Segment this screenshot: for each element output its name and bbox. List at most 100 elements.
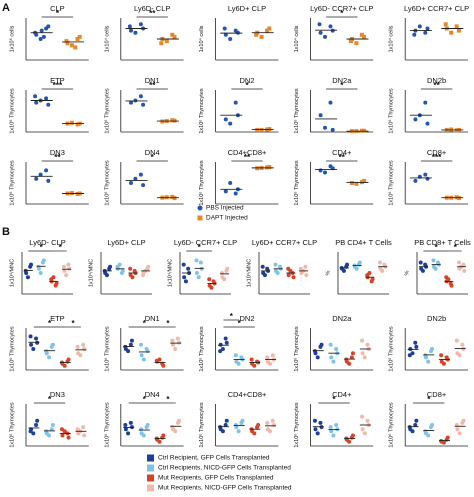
data-point [46, 178, 51, 183]
data-point [70, 43, 75, 48]
chart-title: ETP [50, 76, 65, 85]
data-point [220, 429, 225, 434]
data-point [194, 258, 199, 263]
chart-title: CD4+ [332, 390, 352, 399]
data-point [126, 431, 131, 436]
data-point [236, 429, 241, 434]
data-point [454, 338, 459, 343]
significance-label: ** [54, 153, 61, 162]
y-axis-label: 1x10⁶ Thymocytes [103, 88, 110, 134]
data-point [455, 427, 460, 432]
data-point [417, 24, 422, 29]
data-point [413, 178, 418, 183]
panel-label: B [2, 226, 10, 238]
data-point [334, 423, 339, 427]
data-point [457, 353, 462, 358]
chart-title: Ly6D+ CCR7+ CLP [252, 238, 317, 247]
data-point [259, 34, 264, 39]
y-axis-label: 1x10⁶ Thymocytes [103, 326, 110, 372]
data-point [170, 32, 175, 37]
significance-label: * [340, 9, 344, 18]
data-point [233, 191, 238, 196]
significance-label: * [166, 319, 170, 328]
chart-title: DN4 [145, 148, 160, 157]
data-point [78, 353, 83, 358]
data-point [44, 168, 49, 173]
data-point [407, 353, 412, 358]
data-point [104, 273, 109, 278]
data-point [41, 258, 46, 263]
y-axis-label: 1x10⁶ cells [8, 25, 15, 52]
data-point [268, 361, 273, 366]
significance-label: *** [53, 81, 63, 90]
chart-title: Ly6D- CLP [29, 238, 65, 247]
data-point [354, 41, 359, 46]
data-point [38, 271, 43, 275]
y-axis-label: 1x10⁶ Thymocytes [198, 326, 205, 372]
chart-title: DN4 [145, 390, 160, 399]
data-point [82, 347, 87, 351]
data-point [426, 359, 431, 364]
data-point [362, 34, 367, 39]
significance-label: * [166, 395, 170, 404]
data-point [128, 342, 133, 347]
data-point [77, 34, 82, 39]
y-axis-label: 1x10⁶ Thymocytes [388, 326, 395, 372]
data-point [275, 271, 280, 275]
data-point [34, 336, 39, 341]
legend-marker [197, 215, 203, 221]
data-point [315, 355, 320, 360]
significance-label: * [245, 81, 249, 90]
data-point [39, 28, 44, 33]
chart-title: DN3 [50, 148, 65, 157]
data-point [75, 344, 80, 349]
data-point [138, 94, 143, 99]
data-point [254, 32, 259, 37]
data-point [46, 24, 51, 29]
data-point [328, 425, 333, 430]
data-point [456, 28, 461, 33]
data-point [183, 279, 188, 284]
data-point [61, 264, 66, 269]
data-point [222, 277, 227, 282]
legend-marker [147, 474, 154, 482]
data-point [249, 357, 254, 362]
chart-title: Ly6D- CCR7+ CLP [174, 238, 237, 247]
data-point [209, 285, 214, 290]
data-point [33, 94, 38, 99]
data-point [315, 431, 320, 436]
chart-title: Ly6D- CLP [134, 4, 170, 13]
data-point [182, 275, 187, 280]
data-point [82, 433, 87, 438]
significance-label: ** [149, 9, 156, 18]
significance-label: * [340, 81, 344, 90]
y-axis-label: 1x10⁶ Thymocytes [8, 88, 15, 134]
data-point [224, 340, 229, 345]
data-point [49, 277, 54, 282]
chart-title: CD4+CD8+ [228, 148, 267, 157]
data-point [413, 423, 418, 427]
data-point [456, 260, 461, 265]
data-point [41, 34, 46, 39]
data-point [318, 420, 323, 425]
data-point [430, 423, 435, 427]
data-point [328, 100, 333, 105]
legend-marker [147, 464, 154, 472]
data-point [225, 266, 230, 271]
data-point [129, 338, 134, 343]
data-point [28, 334, 33, 339]
data-point [145, 349, 150, 354]
data-point [28, 429, 33, 434]
data-point [54, 281, 59, 286]
data-point [445, 435, 450, 440]
data-point [359, 32, 364, 37]
data-point [228, 37, 233, 41]
data-point [323, 170, 328, 175]
data-point [328, 342, 333, 347]
chart-title: CD8+ [427, 390, 447, 399]
data-point [267, 165, 272, 170]
data-point [66, 435, 71, 440]
data-point [177, 418, 182, 423]
data-point [164, 39, 169, 44]
y-axis-label: 1x10⁶ Thymocytes [198, 88, 205, 134]
